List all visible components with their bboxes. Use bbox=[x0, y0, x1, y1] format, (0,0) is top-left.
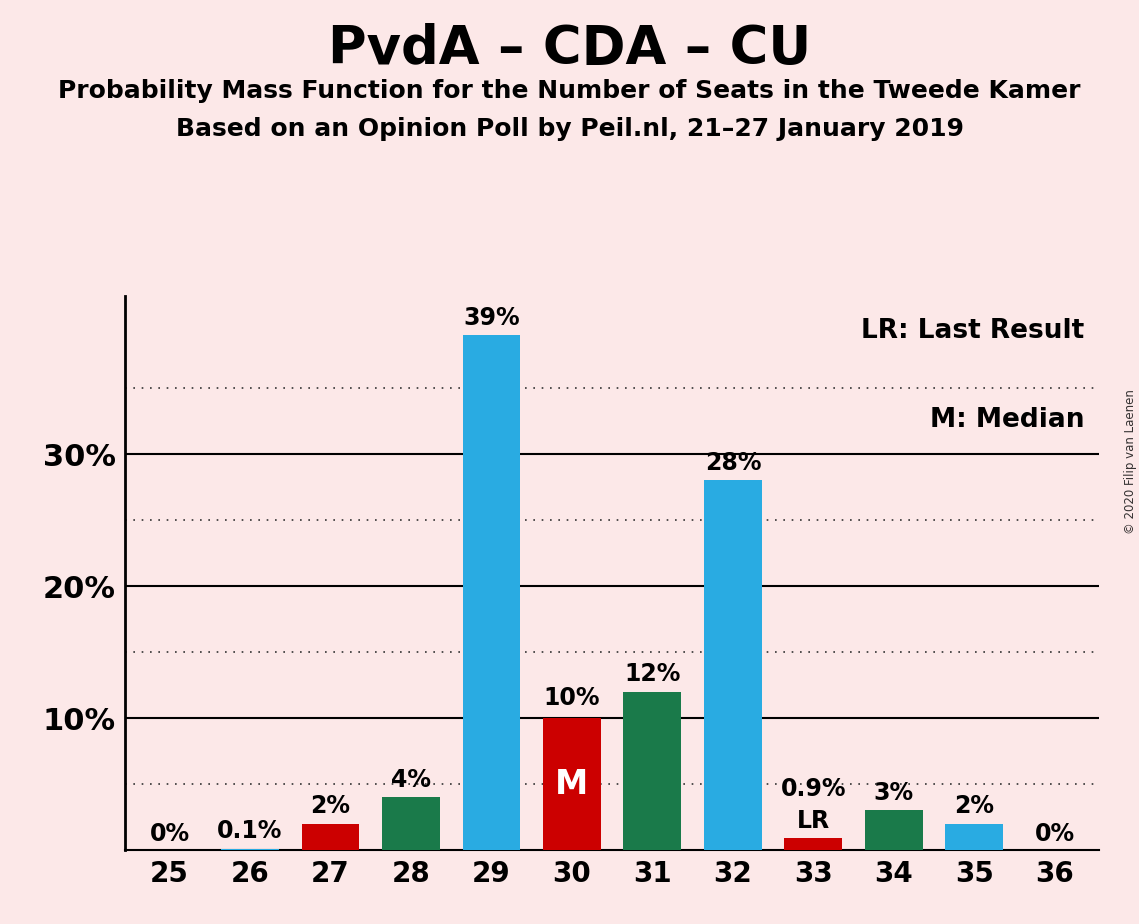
Text: 3%: 3% bbox=[874, 781, 913, 805]
Text: 10%: 10% bbox=[543, 687, 600, 711]
Text: 0.1%: 0.1% bbox=[218, 820, 282, 844]
Bar bbox=[945, 823, 1003, 850]
Text: PvdA – CDA – CU: PvdA – CDA – CU bbox=[328, 23, 811, 75]
Bar bbox=[543, 718, 601, 850]
Bar bbox=[865, 810, 923, 850]
Text: 0%: 0% bbox=[1035, 822, 1075, 846]
Bar bbox=[704, 480, 762, 850]
Text: Based on an Opinion Poll by Peil.nl, 21–27 January 2019: Based on an Opinion Poll by Peil.nl, 21–… bbox=[175, 117, 964, 141]
Text: LR: Last Result: LR: Last Result bbox=[861, 318, 1084, 344]
Bar bbox=[221, 849, 279, 850]
Text: 39%: 39% bbox=[464, 306, 519, 330]
Bar bbox=[302, 823, 360, 850]
Text: LR: LR bbox=[797, 808, 830, 833]
Text: 12%: 12% bbox=[624, 663, 681, 687]
Text: 2%: 2% bbox=[954, 795, 994, 819]
Text: M: Median: M: Median bbox=[931, 407, 1084, 432]
Text: 0%: 0% bbox=[149, 822, 189, 846]
Bar bbox=[382, 797, 440, 850]
Text: 28%: 28% bbox=[705, 451, 761, 475]
Text: © 2020 Filip van Laenen: © 2020 Filip van Laenen bbox=[1124, 390, 1137, 534]
Text: 4%: 4% bbox=[391, 768, 431, 792]
Text: M: M bbox=[556, 768, 589, 800]
Bar bbox=[462, 335, 521, 850]
Text: 0.9%: 0.9% bbox=[780, 777, 846, 801]
Bar bbox=[623, 692, 681, 850]
Text: 2%: 2% bbox=[311, 795, 351, 819]
Text: Probability Mass Function for the Number of Seats in the Tweede Kamer: Probability Mass Function for the Number… bbox=[58, 79, 1081, 103]
Bar bbox=[785, 838, 843, 850]
